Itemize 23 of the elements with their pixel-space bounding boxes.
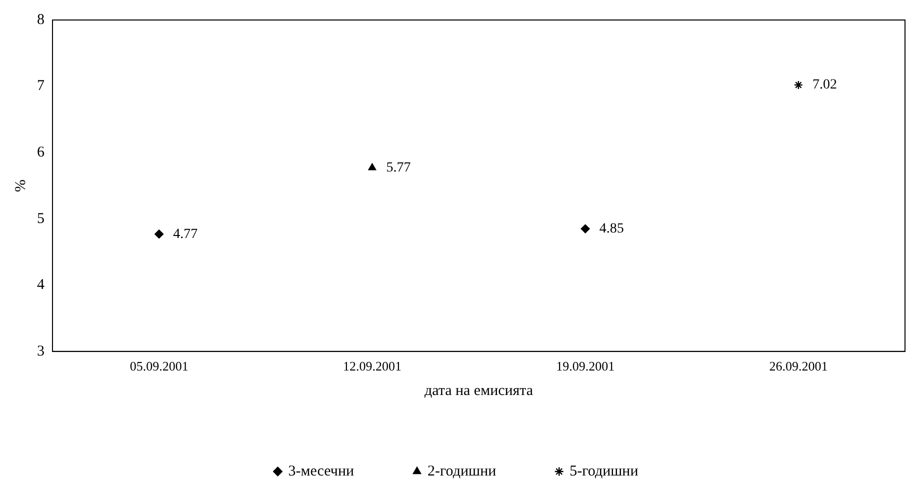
x-tick-label: 19.09.2001 <box>556 358 615 374</box>
y-tick-label: 7 <box>37 78 45 94</box>
x-tick-label: 05.09.2001 <box>130 358 188 374</box>
y-tick-label: 8 <box>37 12 44 28</box>
legend-label: 2-годишни <box>428 463 496 480</box>
y-axis-title: % <box>12 179 29 192</box>
legend-label: 3-месечни <box>288 463 354 480</box>
y-tick-label: 4 <box>37 277 45 294</box>
data-label: 5.77 <box>386 160 411 176</box>
x-axis-title: дата на емисията <box>424 382 534 399</box>
point <box>154 230 164 239</box>
legend-label: 5-годишни <box>570 463 638 480</box>
data-label: 4.77 <box>173 226 198 242</box>
y-tick-label: 6 <box>37 144 45 160</box>
data-label: 4.85 <box>599 221 624 236</box>
y-tick-label: 3 <box>37 343 44 360</box>
point <box>368 163 376 170</box>
x-tick-label: 12.09.2001 <box>342 358 402 374</box>
data-label: 7.02 <box>812 78 837 93</box>
point <box>580 224 590 234</box>
y-tick-label: 5 <box>37 210 44 227</box>
x-tick-label: 26.09.2001 <box>769 358 828 374</box>
point <box>794 80 804 90</box>
